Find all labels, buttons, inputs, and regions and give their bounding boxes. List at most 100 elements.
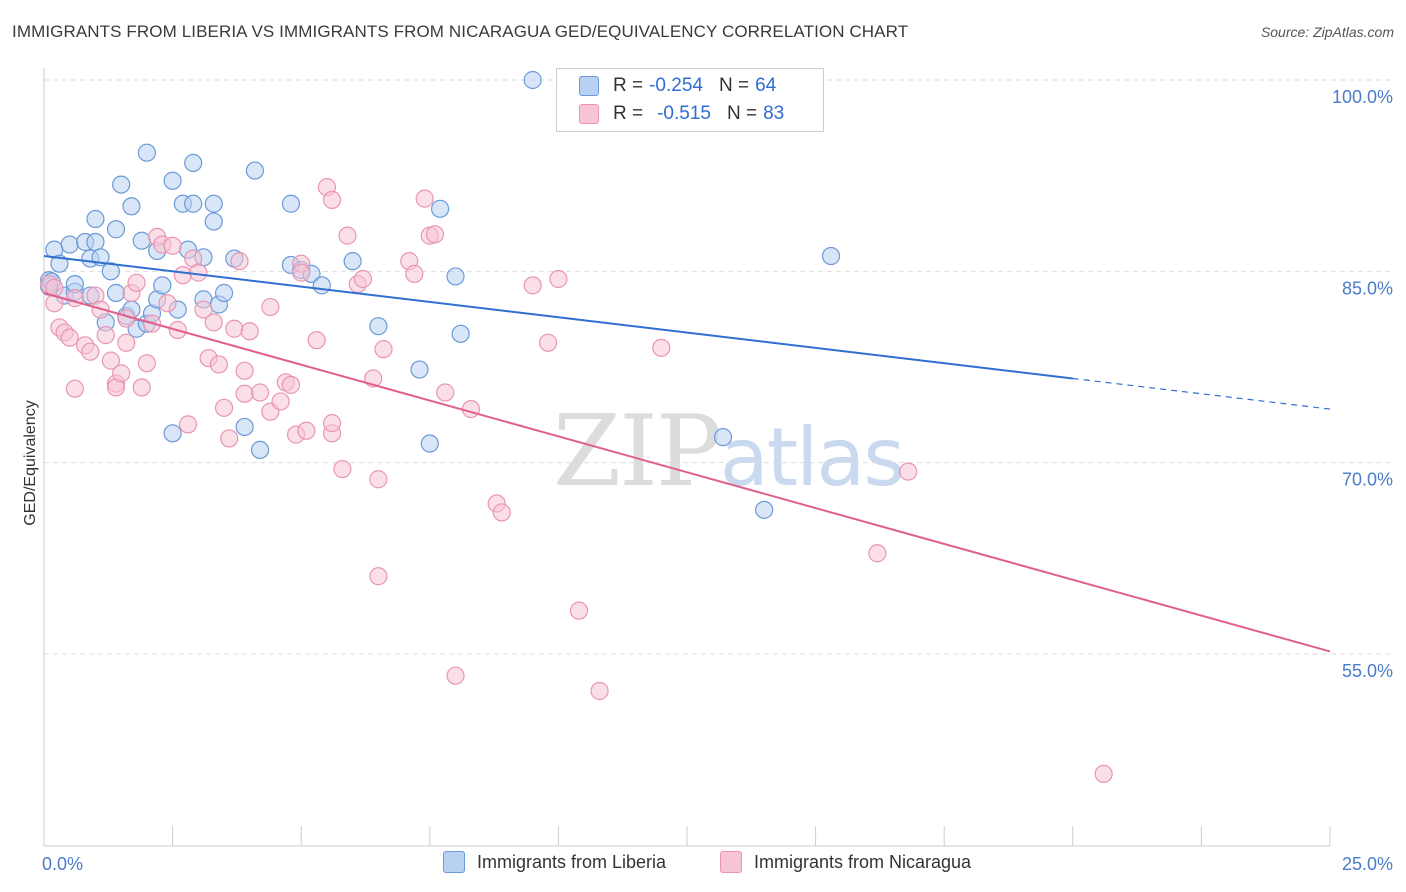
nicaragua-point — [425, 225, 445, 244]
nicaragua-point — [250, 383, 270, 402]
nicaragua-swatch — [579, 104, 599, 124]
liberia-point — [86, 209, 105, 229]
nicaragua-point — [230, 252, 249, 271]
nicaragua-trend-line — [43, 292, 1331, 653]
nicaragua-point — [235, 361, 254, 380]
legend-item-nicaragua[interactable]: Immigrants from Nicaragua — [720, 851, 971, 873]
liberia-point — [245, 161, 265, 180]
nicaragua-point — [158, 294, 177, 313]
watermark: ZIPatlas — [553, 395, 905, 509]
nicaragua-point — [590, 681, 609, 701]
nicaragua-point — [369, 567, 388, 586]
liberia-point — [446, 267, 465, 286]
liberia-point — [430, 199, 450, 218]
y-tick-label: 70.0% — [1342, 470, 1393, 490]
nicaragua-point — [297, 421, 316, 440]
nicaragua-point — [333, 459, 352, 479]
nicaragua-r-value: -0.515 — [657, 103, 711, 124]
watermark-zip: ZIP — [553, 395, 722, 509]
nicaragua-point — [214, 398, 234, 417]
liberia-point — [821, 246, 841, 266]
nicaragua-point — [652, 338, 671, 357]
n-label: N = — [726, 103, 758, 124]
nicaragua-point — [868, 544, 887, 563]
liberia-point — [281, 194, 301, 213]
nicaragua-point — [374, 340, 393, 359]
liberia-point — [137, 143, 156, 162]
liberia-point — [523, 70, 542, 90]
liberia-point — [106, 220, 126, 239]
trend-layer — [43, 255, 1331, 653]
nicaragua-point — [415, 189, 434, 208]
liberia-point — [122, 197, 141, 216]
nicaragua-point — [1094, 764, 1113, 784]
legend-item-liberia[interactable]: Immigrants from Liberia — [443, 851, 666, 873]
nicaragua-point — [240, 322, 259, 341]
nicaragua-point — [117, 333, 136, 352]
nicaragua-point — [369, 470, 388, 489]
x-tick-label-max: 25.0% — [1342, 854, 1393, 874]
nicaragua-point — [353, 269, 373, 289]
liberia-swatch — [579, 76, 599, 96]
liberia-point — [163, 171, 182, 190]
r-label: R = — [613, 75, 644, 96]
nicaragua-point — [81, 342, 100, 361]
nicaragua-point — [405, 264, 424, 283]
liberia-point — [50, 254, 69, 273]
liberia-point — [312, 276, 331, 295]
liberia-point — [713, 428, 733, 447]
liberia-point — [343, 252, 362, 271]
nicaragua-point — [112, 364, 131, 383]
series-legend: Immigrants from Liberia Immigrants from … — [0, 851, 1406, 877]
liberia-point — [153, 276, 172, 295]
nicaragua-point — [137, 354, 156, 373]
nicaragua-point — [220, 429, 239, 448]
nicaragua-point — [163, 236, 182, 255]
nicaragua-point — [65, 379, 84, 398]
y-tick-label: 85.0% — [1342, 278, 1393, 298]
liberia-point — [184, 153, 203, 173]
nicaragua-point — [127, 273, 146, 292]
x-tick-label-min: 0.0% — [42, 854, 83, 874]
chart-title: IMMIGRANTS FROM LIBERIA VS IMMIGRANTS FR… — [12, 22, 909, 41]
liberia-legend-label: Immigrants from Liberia — [477, 851, 667, 872]
nicaragua-point — [492, 503, 511, 522]
liberia-point — [214, 283, 234, 303]
liberia-n-value: 64 — [755, 75, 777, 96]
liberia-trend-extension — [1072, 377, 1331, 410]
liberia-legend-swatch — [443, 851, 465, 873]
nicaragua-point — [307, 331, 326, 350]
r-label: R = — [613, 103, 644, 124]
liberia-point — [132, 231, 151, 250]
label-layer: 100.0% 85.0% 70.0% 55.0% 0.0% 25.0% — [42, 87, 1393, 874]
nicaragua-point — [569, 601, 589, 620]
liberia-point — [451, 324, 470, 343]
nicaragua-point — [178, 415, 198, 434]
nicaragua-point — [225, 319, 244, 338]
liberia-point — [250, 440, 270, 460]
liberia-point — [101, 262, 120, 281]
y-tick-label: 55.0% — [1342, 661, 1393, 681]
liberia-point — [204, 212, 223, 231]
liberia-point — [60, 235, 79, 254]
liberia-point — [112, 175, 131, 194]
nicaragua-point — [132, 378, 151, 397]
liberia-point — [410, 360, 429, 379]
nicaragua-point — [101, 351, 120, 370]
nicaragua-point — [461, 399, 481, 419]
legend-row-liberia: R = -0.254 N = 64 — [579, 75, 776, 97]
nicaragua-point — [446, 666, 465, 685]
nicaragua-point — [281, 375, 301, 394]
liberia-trend-line — [43, 255, 1073, 380]
nicaragua-point — [523, 276, 542, 295]
nicaragua-point — [209, 355, 228, 374]
nicaragua-point — [436, 383, 455, 402]
y-tick-label: 100.0% — [1332, 87, 1393, 107]
nicaragua-point — [60, 328, 79, 347]
correlation-legend: R = -0.254 N = 64 R = -0.515 N = 83 — [556, 68, 824, 132]
liberia-point — [86, 232, 105, 252]
nicaragua-point — [96, 326, 115, 345]
liberia-point — [184, 194, 203, 213]
liberia-point — [163, 424, 182, 443]
nicaragua-point — [292, 263, 311, 282]
